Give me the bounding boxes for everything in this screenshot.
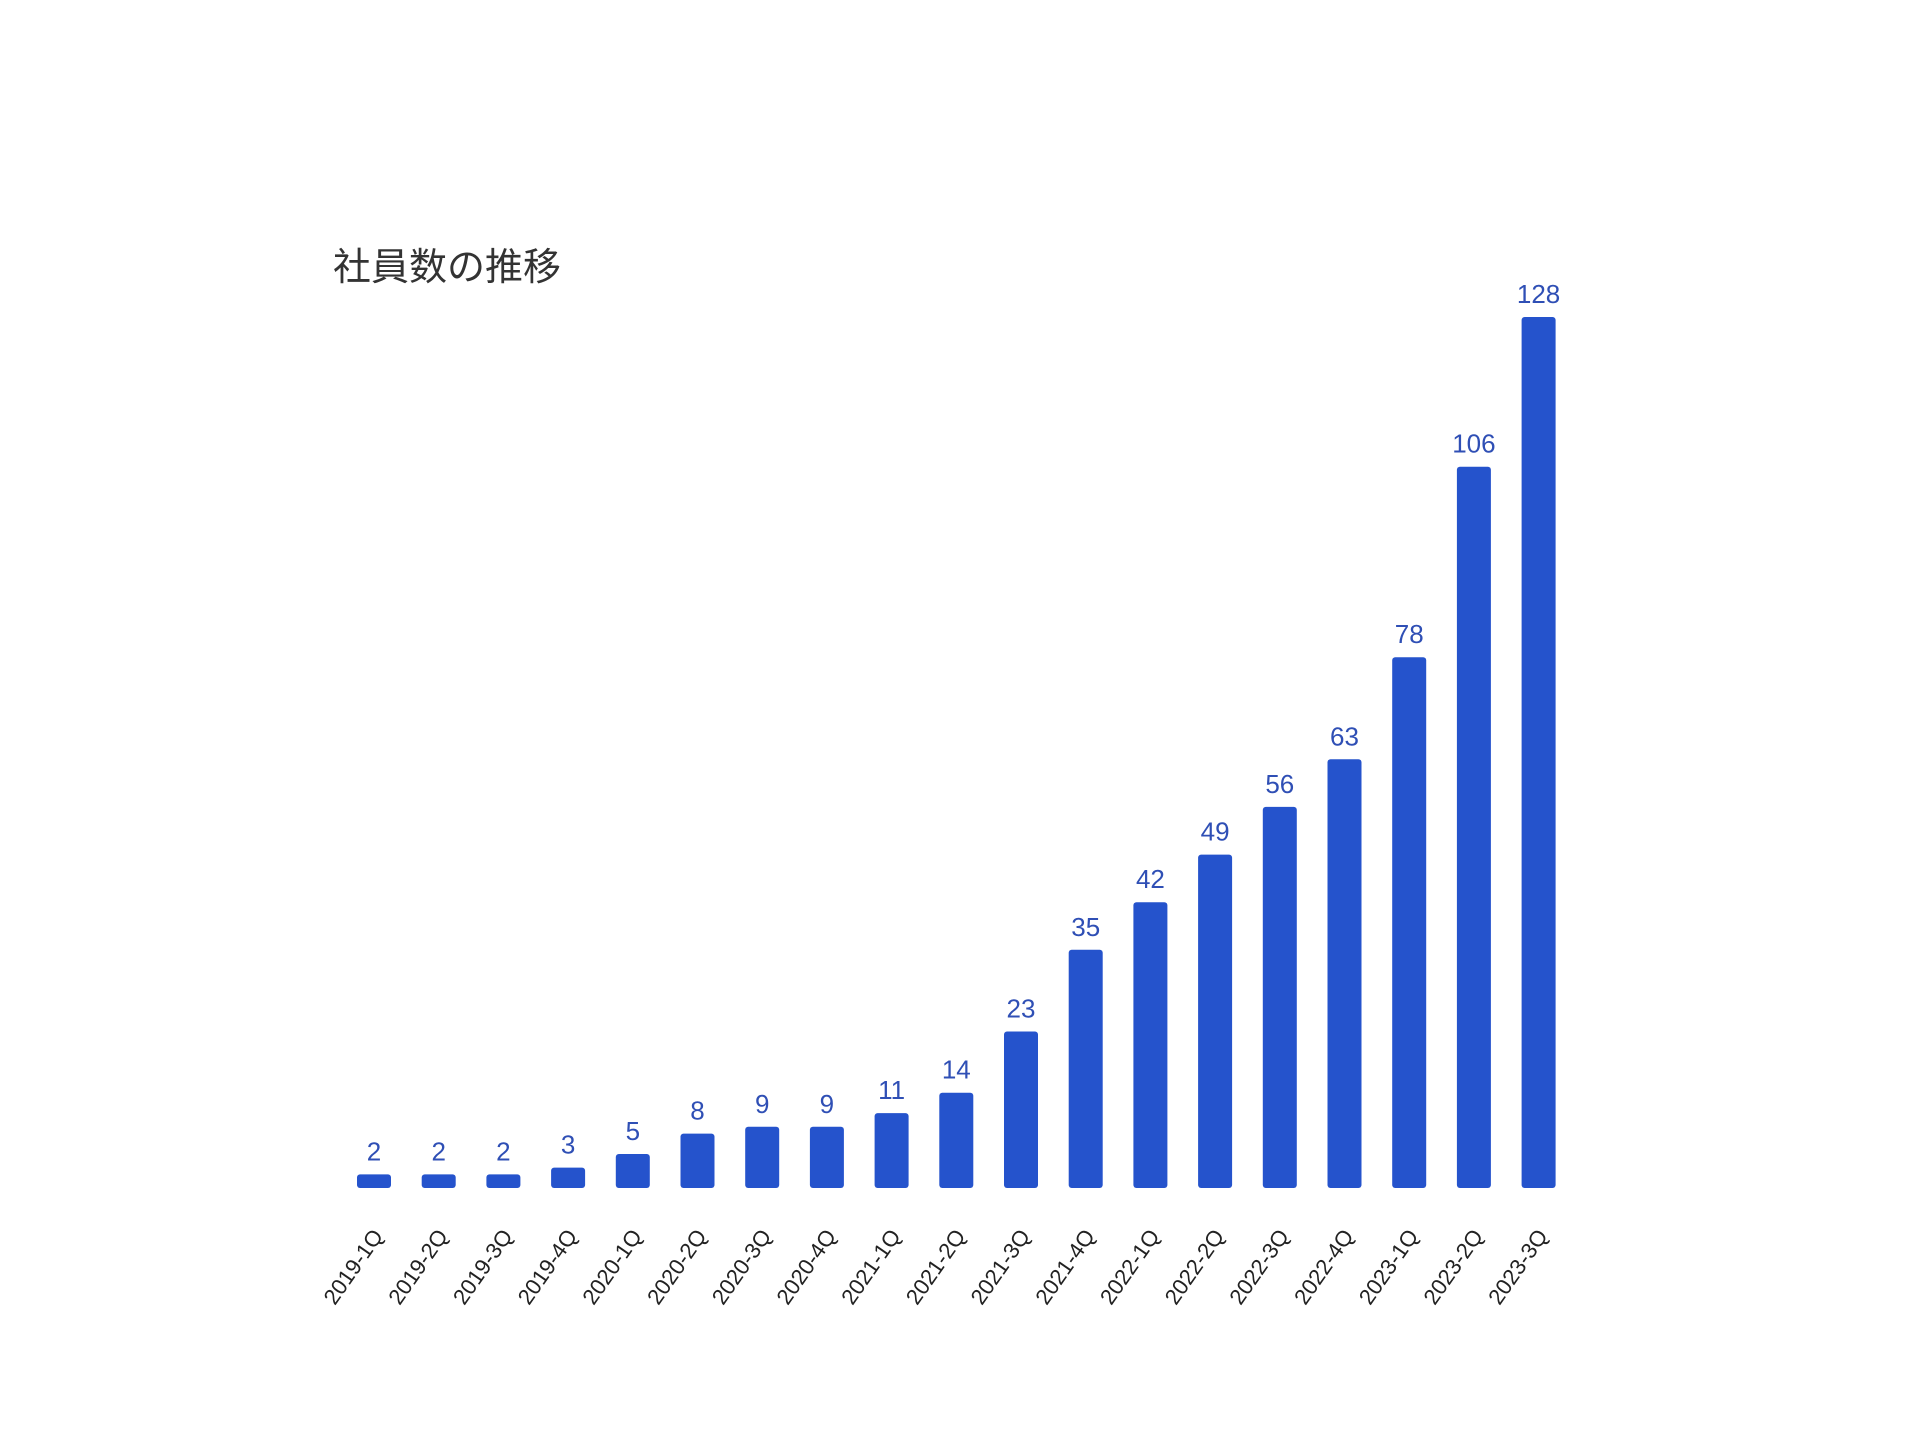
bar-2022-1Q [1133,902,1168,1188]
data-label-2021-2Q: 14 [942,1055,971,1085]
data-label-2022-2Q: 49 [1201,817,1230,847]
data-label-2021-4Q: 35 [1071,912,1100,942]
x-tick-label-2020-1Q: 2020-1Q [577,1225,647,1309]
bar-2020-3Q [745,1126,780,1188]
data-label-2019-1Q: 2 [367,1136,381,1166]
data-label-2021-1Q: 11 [878,1075,905,1105]
x-tick-label-2023-2Q: 2023-2Q [1418,1225,1488,1309]
bar-2019-4Q [551,1167,586,1188]
data-label-2020-4Q: 9 [820,1089,834,1119]
data-label-2023-1Q: 78 [1395,619,1424,649]
bar-2021-3Q [1004,1031,1038,1188]
data-label-2020-3Q: 9 [755,1089,769,1119]
x-tick-label-2021-3Q: 2021-3Q [966,1225,1036,1309]
x-tick-label-2022-1Q: 2022-1Q [1095,1225,1165,1309]
data-label-2019-3Q: 2 [496,1136,510,1166]
x-tick-label-2020-4Q: 2020-4Q [771,1225,841,1309]
data-label-2022-3Q: 56 [1265,769,1294,799]
data-label-2023-2Q: 106 [1452,429,1495,459]
x-tick-label-2023-1Q: 2023-1Q [1354,1225,1424,1309]
bar-2022-3Q [1262,806,1297,1188]
x-tick-label-2022-4Q: 2022-4Q [1289,1225,1359,1309]
x-tick-label-2022-3Q: 2022-3Q [1224,1225,1294,1309]
bar-2021-4Q [1068,949,1103,1188]
bar-2023-1Q [1392,657,1427,1188]
x-tick-label-2021-2Q: 2021-2Q [901,1225,971,1309]
bar-2023-3Q [1521,317,1556,1188]
x-tick-label-2020-3Q: 2020-3Q [707,1225,777,1309]
x-tick-label-2021-4Q: 2021-4Q [1030,1225,1100,1309]
x-tick-label-2021-1Q: 2021-1Q [836,1225,906,1309]
bar-2020-4Q [809,1126,844,1188]
bar-2023-2Q [1456,466,1491,1188]
data-label-2022-1Q: 42 [1136,864,1165,894]
data-label-2021-3Q: 23 [1007,994,1036,1024]
bar-2019-2Q [421,1174,456,1188]
chart-title: 社員数の推移 [333,245,562,289]
bar-2022-4Q [1327,759,1362,1188]
bar-2019-3Q [486,1174,521,1188]
x-tick-label-2019-3Q: 2019-3Q [448,1225,518,1309]
x-tick-label-2019-2Q: 2019-2Q [383,1225,453,1309]
x-tick-label-2020-2Q: 2020-2Q [642,1225,712,1309]
bar-2020-2Q [680,1133,715,1188]
x-tick-label-2023-3Q: 2023-3Q [1483,1225,1553,1309]
data-label-2019-4Q: 3 [561,1130,575,1160]
data-label-2020-1Q: 5 [626,1116,640,1146]
data-label-2019-2Q: 2 [431,1136,445,1166]
x-tick-label-2019-1Q: 2019-1Q [319,1225,389,1309]
data-label-2022-4Q: 63 [1330,721,1359,751]
bar-2020-1Q [615,1154,650,1188]
bar-2021-2Q [939,1092,974,1188]
x-tick-label-2019-4Q: 2019-4Q [513,1225,583,1309]
bar-2019-1Q [357,1174,391,1188]
data-label-2023-3Q: 128 [1517,279,1560,309]
bar-2022-2Q [1198,854,1233,1188]
data-label-2020-2Q: 8 [690,1096,704,1126]
bar-2021-1Q [874,1113,909,1188]
x-tick-label-2022-2Q: 2022-2Q [1160,1225,1230,1309]
